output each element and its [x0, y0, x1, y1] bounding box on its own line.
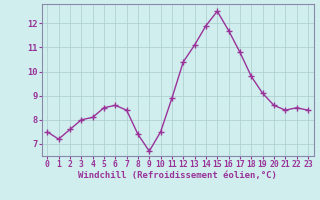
X-axis label: Windchill (Refroidissement éolien,°C): Windchill (Refroidissement éolien,°C) [78, 171, 277, 180]
